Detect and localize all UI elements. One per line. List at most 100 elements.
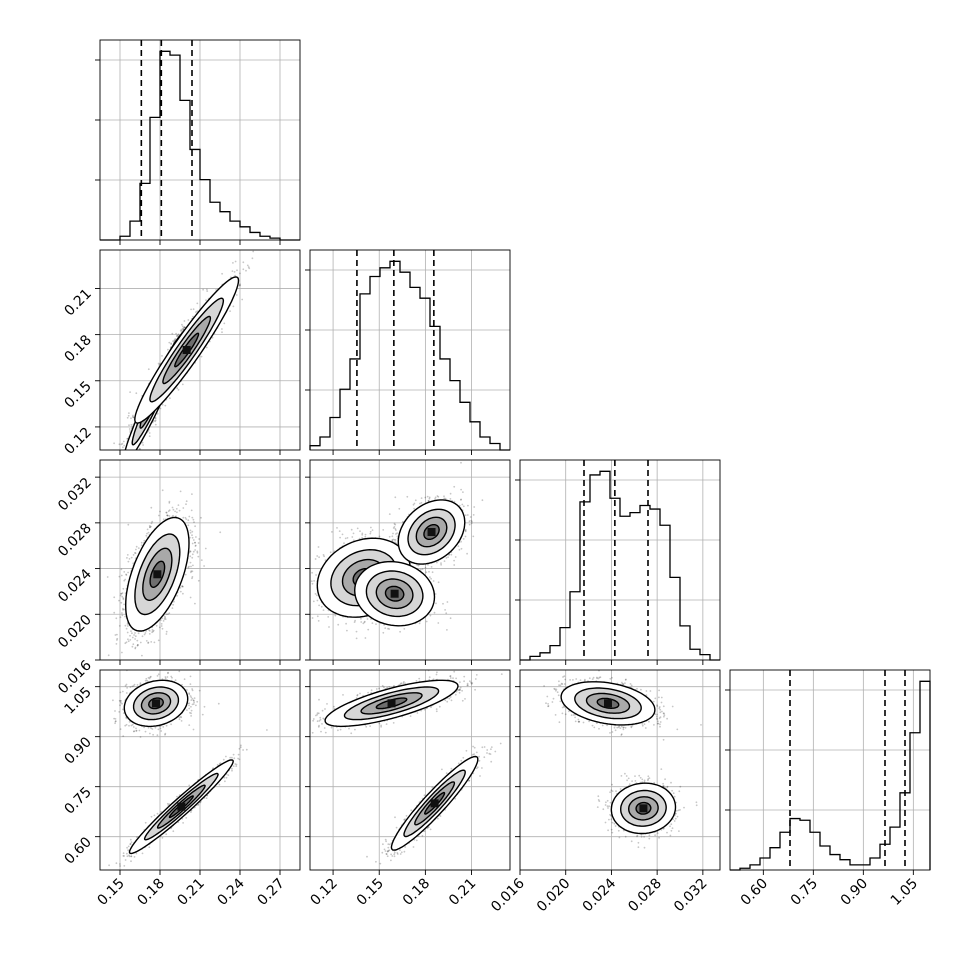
sample-point <box>188 565 190 568</box>
sample-point <box>189 596 192 599</box>
sample-point <box>161 489 164 492</box>
sample-point <box>151 631 154 634</box>
sample-point <box>197 579 200 582</box>
sample-point <box>148 524 151 527</box>
sample-point <box>206 290 209 292</box>
panel-frame <box>729 669 931 871</box>
gridlines <box>730 670 930 870</box>
sample-point <box>169 397 171 400</box>
sample-point <box>239 272 241 275</box>
contour-line-3 <box>174 332 200 368</box>
sample-point <box>113 596 116 599</box>
sample-point <box>121 442 124 445</box>
scatter-content <box>100 250 300 450</box>
sample-point <box>176 335 178 337</box>
contour-line-1 <box>149 297 225 403</box>
sample-point <box>172 514 175 517</box>
sample-point <box>134 635 137 638</box>
sample-point <box>168 341 171 344</box>
sample-point <box>126 416 129 419</box>
sample-point <box>164 404 167 407</box>
sample-point <box>131 636 134 639</box>
sample-point <box>126 557 128 559</box>
sample-point <box>246 264 249 267</box>
sample-point <box>195 536 197 538</box>
sample-point <box>221 328 223 330</box>
sample-point <box>132 643 135 646</box>
panel-frame <box>309 249 511 451</box>
sample-point <box>132 562 135 565</box>
sample-point <box>134 647 137 650</box>
sample-point <box>179 490 182 493</box>
sample-point <box>127 523 130 526</box>
sample-point <box>196 310 199 312</box>
sample-point <box>190 509 193 512</box>
sample-point <box>119 616 122 619</box>
sample-point <box>183 326 186 329</box>
sample-point <box>126 631 129 634</box>
sample-point <box>181 329 184 332</box>
sample-point <box>177 504 180 506</box>
sample-point <box>241 298 244 301</box>
sample-point <box>141 635 144 638</box>
sample-point <box>166 514 168 517</box>
sample-point <box>185 503 187 506</box>
sample-point <box>204 547 207 550</box>
sample-point <box>148 432 151 434</box>
sample-point <box>124 624 127 627</box>
sample-point <box>197 555 200 558</box>
sample-point <box>170 342 173 345</box>
sample-point <box>196 302 199 305</box>
sample-point <box>120 601 123 604</box>
sample-point <box>151 629 154 631</box>
y-tick-label: 0.21 <box>61 286 94 319</box>
sample-point <box>157 362 160 365</box>
sample-point <box>187 566 190 569</box>
sample-point <box>121 592 124 594</box>
sample-point <box>184 516 187 519</box>
sample-point <box>148 630 151 632</box>
sample-point <box>197 542 200 544</box>
sample-point <box>150 525 152 528</box>
sample-point <box>182 592 184 595</box>
sample-point <box>139 641 142 644</box>
sample-point <box>192 539 195 541</box>
sample-point <box>128 424 130 427</box>
sample-point <box>132 554 135 556</box>
sample-point <box>168 515 171 517</box>
sample-point <box>124 642 127 645</box>
sample-point <box>126 623 129 625</box>
x-tick-label: 0.90 <box>838 876 871 909</box>
histogram-panel-2 <box>515 459 721 665</box>
sample-point <box>174 510 177 513</box>
sample-point <box>163 618 166 620</box>
sample-point <box>158 363 161 366</box>
sample-point <box>192 315 194 318</box>
sample-point <box>187 519 190 522</box>
sample-point <box>173 340 176 342</box>
sample-point <box>143 539 146 542</box>
sample-point <box>131 645 134 648</box>
sample-point <box>232 262 234 264</box>
sample-point <box>118 599 120 602</box>
sample-point <box>182 327 184 330</box>
sample-point <box>205 346 208 349</box>
sample-point <box>194 545 197 547</box>
sample-point <box>239 283 241 286</box>
sample-point <box>183 326 186 328</box>
sample-point <box>134 552 137 555</box>
sample-point <box>126 554 129 556</box>
sample-point <box>182 516 185 519</box>
sample-point <box>126 437 129 440</box>
sample-point <box>168 500 171 503</box>
scatter-content <box>100 460 300 660</box>
sample-point <box>150 506 153 509</box>
sample-point <box>180 328 183 331</box>
sample-point <box>127 414 130 417</box>
sample-point <box>191 516 194 519</box>
sample-point <box>130 417 132 420</box>
sample-point <box>196 550 199 553</box>
sample-point <box>160 625 163 627</box>
sample-point <box>154 417 157 420</box>
